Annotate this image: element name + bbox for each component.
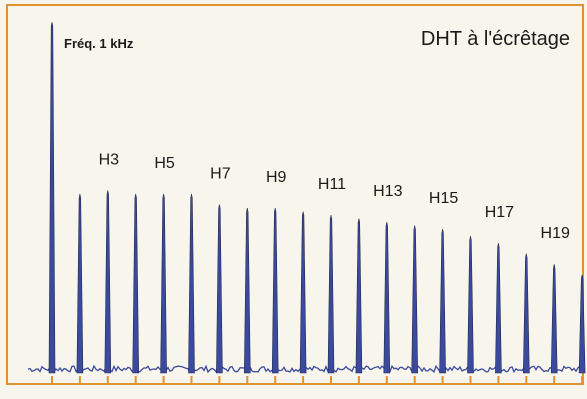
harmonic-peak-16 [467,236,474,374]
harmonic-label-h9: H9 [266,169,287,186]
harmonic-label-h19: H19 [541,225,570,242]
harmonic-label-h17: H17 [485,204,514,221]
harmonic-peak-15 [439,229,446,374]
harmonic-label-h11: H11 [318,176,346,193]
harmonic-peak-10 [299,211,307,374]
x-ticks [51,376,584,384]
harmonic-peak-5 [160,193,167,374]
harmonic-peak-11 [327,214,335,374]
harmonic-peak-20 [578,274,586,374]
harmonic-peak-19 [550,264,558,374]
harmonic-peaks [48,21,586,374]
harmonic-peak-7 [216,204,223,374]
harmonic-peak-12 [355,218,363,374]
harmonic-peak-18 [522,253,530,374]
harmonic-peak-8 [243,207,251,374]
harmonic-peak-9 [271,207,279,374]
harmonic-peak-3 [104,190,112,374]
harmonic-peak-17 [495,243,502,374]
harmonic-peak-14 [411,225,419,374]
harmonic-labels: H3 H5 H7 H9 H11 H13 H15 H17 H19 [99,151,570,242]
frequency-annotation: Fréq. 1 kHz [64,36,134,51]
harmonic-label-h13: H13 [373,183,402,200]
harmonic-peak-13 [383,222,391,374]
harmonic-peak-4 [132,193,140,374]
harmonic-label-h15: H15 [429,190,458,207]
chart-title: DHT à l'écrêtage [421,28,570,50]
harmonic-peak-6 [188,193,195,374]
harmonic-label-h7: H7 [210,166,231,183]
harmonic-peak-2 [76,193,84,374]
harmonic-peak-1 [48,21,56,374]
plot-frame [6,4,584,385]
harmonic-label-h5: H5 [154,155,175,172]
harmonic-label-h3: H3 [99,151,120,168]
